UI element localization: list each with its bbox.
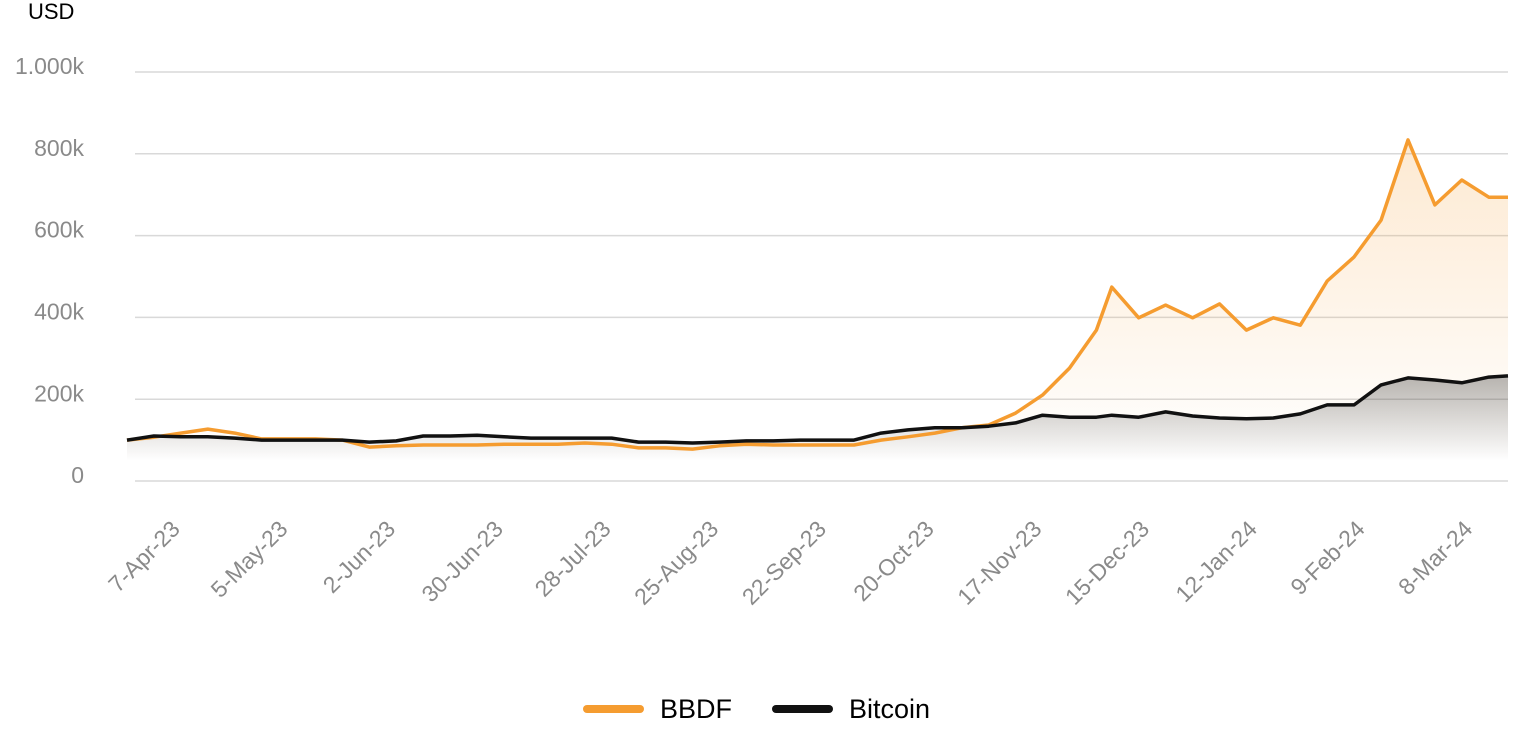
x-tick-label: 9-Feb-24 xyxy=(1285,515,1370,600)
x-tick-label: 22-Sep-23 xyxy=(737,515,831,609)
x-tick: 30-Jun-23 xyxy=(416,515,508,607)
y-tick-label: 1.000k xyxy=(15,53,85,79)
series-line xyxy=(126,138,1508,451)
x-tick: 20-Oct-23 xyxy=(848,515,939,606)
x-tick-label: 30-Jun-23 xyxy=(416,515,508,607)
x-tick: 5-May-23 xyxy=(205,515,292,602)
x-tick-label: 20-Oct-23 xyxy=(848,515,939,606)
y-tick-label: 400k xyxy=(34,298,84,324)
legend-label: Bitcoin xyxy=(849,694,930,724)
x-tick: 12-Jan-24 xyxy=(1170,515,1262,607)
y-tick-label: 200k xyxy=(34,380,84,406)
x-tick: 17-Nov-23 xyxy=(952,515,1046,609)
x-tick-label: 5-May-23 xyxy=(205,515,292,602)
area xyxy=(127,375,1508,461)
x-tick-label: 2-Jun-23 xyxy=(318,515,401,598)
x-tick: 9-Feb-24 xyxy=(1285,515,1370,600)
x-tick-label: 28-Jul-23 xyxy=(529,515,615,601)
x-tick: 7-Apr-23 xyxy=(103,515,185,597)
x-tick-label: 12-Jan-24 xyxy=(1170,515,1262,607)
y-axis-label: USD xyxy=(28,0,74,24)
x-tick: 8-Mar-24 xyxy=(1393,515,1478,600)
x-tick: 28-Jul-23 xyxy=(529,515,615,601)
legend-label: BBDF xyxy=(660,694,732,724)
y-tick-label: 600k xyxy=(34,217,84,243)
y-tick-label: 0 xyxy=(71,462,84,488)
x-tick: 2-Jun-23 xyxy=(318,515,401,598)
x-tick-label: 7-Apr-23 xyxy=(103,515,185,597)
series-line xyxy=(126,374,1509,445)
x-tick-label: 25-Aug-23 xyxy=(629,515,723,609)
x-tick-label: 15-Dec-23 xyxy=(1060,515,1154,609)
area xyxy=(127,139,1508,461)
x-tick-label: 8-Mar-24 xyxy=(1393,515,1478,600)
y-tick-label: 800k xyxy=(34,135,84,161)
x-tick: 15-Dec-23 xyxy=(1060,515,1154,609)
x-tick: 22-Sep-23 xyxy=(737,515,831,609)
x-tick: 25-Aug-23 xyxy=(629,515,723,609)
x-tick-label: 17-Nov-23 xyxy=(952,515,1046,609)
